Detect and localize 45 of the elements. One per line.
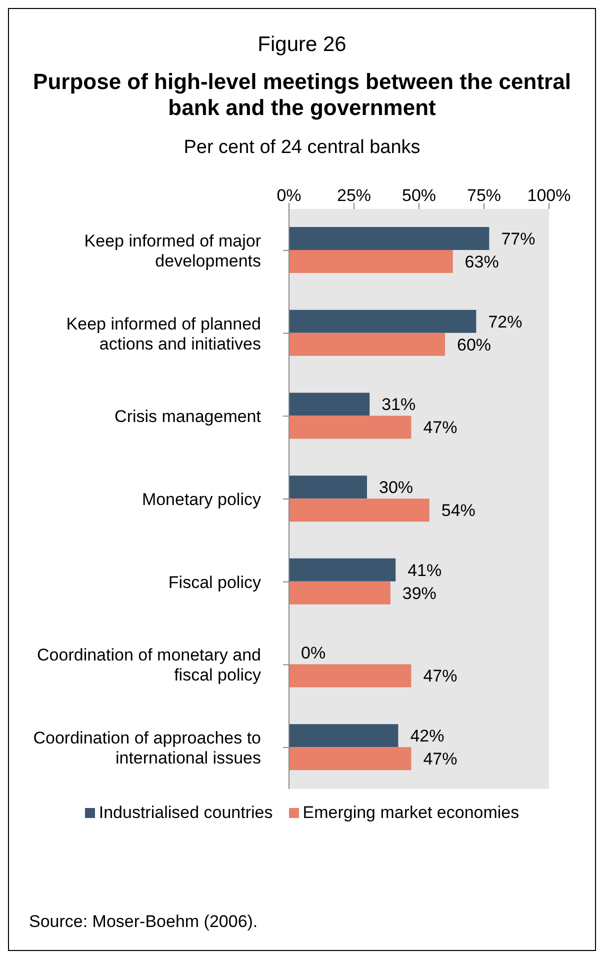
chart-subtitle: Per cent of 24 central banks bbox=[182, 137, 422, 159]
y-tick-label: Keep informed of major developments bbox=[84, 230, 262, 270]
bar bbox=[289, 498, 430, 522]
data-label: 42% bbox=[410, 726, 444, 746]
data-label: 30% bbox=[379, 478, 414, 497]
data-label: 54% bbox=[441, 501, 476, 520]
data-label: 31% bbox=[382, 395, 416, 414]
data-label: 77% bbox=[501, 229, 536, 248]
bar bbox=[289, 332, 445, 356]
x-tick-label: 50% bbox=[402, 186, 436, 205]
bar bbox=[289, 476, 367, 499]
bar bbox=[289, 392, 370, 416]
y-tick-label: Keep informed of planned actions and initiatives bbox=[66, 314, 261, 353]
chart-title: Purpose of high-level meetings between the central bank and the government bbox=[32, 69, 572, 121]
bar bbox=[289, 416, 412, 439]
source-note: Source: Moser-Boehm (2006). bbox=[29, 912, 258, 932]
data-label: 47% bbox=[423, 666, 458, 686]
bar bbox=[289, 250, 453, 273]
data-label: 41% bbox=[408, 560, 442, 580]
legend-label: Emerging market economies bbox=[302, 803, 520, 823]
y-tick-label: Monetary policy bbox=[142, 490, 262, 508]
x-tick-label: 100% bbox=[527, 186, 571, 205]
bar bbox=[289, 558, 396, 582]
data-label: 72% bbox=[488, 312, 522, 332]
data-label: 47% bbox=[423, 750, 458, 769]
bar bbox=[289, 664, 412, 688]
bar bbox=[289, 310, 476, 333]
data-label: 47% bbox=[423, 418, 458, 438]
x-tick-label: 0% bbox=[276, 186, 302, 205]
caption: Figure 26 bbox=[256, 33, 348, 57]
x-tick-label: 25% bbox=[336, 186, 372, 205]
legend-label: Industrialised countries bbox=[98, 803, 273, 823]
bar bbox=[289, 227, 490, 250]
data-label: 39% bbox=[402, 584, 436, 603]
data-label: 63% bbox=[464, 252, 499, 272]
y-tick-label: Fiscal policy bbox=[168, 572, 262, 592]
x-tick-label: 75% bbox=[466, 186, 502, 205]
bar bbox=[289, 724, 398, 748]
y-tick-label: Coordination of monetary and fiscal policy bbox=[37, 645, 262, 684]
bar bbox=[289, 747, 412, 770]
bar bbox=[289, 581, 390, 604]
data-label: 0% bbox=[301, 644, 326, 663]
y-tick-label: Coordination of approaches to international issues bbox=[33, 728, 261, 768]
y-tick-label: Crisis management bbox=[114, 406, 262, 426]
data-label: 60% bbox=[457, 335, 492, 354]
